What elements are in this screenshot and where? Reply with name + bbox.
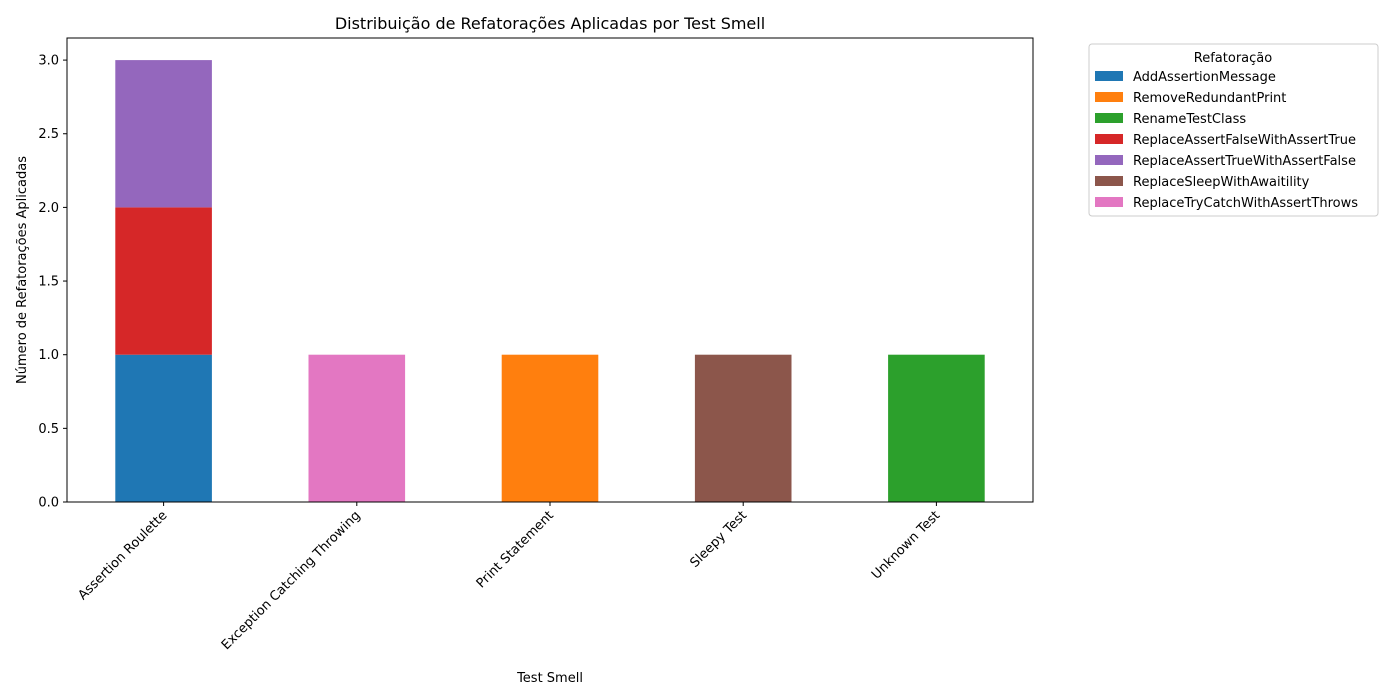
x-axis: Assertion Roulette Exception Catching Thr… [75,502,943,653]
y-tick-label: 3.0 [38,54,59,69]
x-tick-label: Unknown Test [869,508,943,582]
bar-print-statement-removeredundantprint[interactable] [502,355,599,502]
legend-swatch [1095,113,1123,123]
legend[interactable]: Refatoração AddAssertionMessage RemoveRed… [1089,44,1378,216]
bar-assertion-roulette-replaceasserttruewithassertfalse[interactable] [115,60,212,207]
legend-item-replaceasserttruewithassertfalse[interactable]: ReplaceAssertTrueWithAssertFalse [1095,154,1356,169]
bar-sleepy-test-replacesleepwithawaitility[interactable] [695,355,792,502]
x-tick-label: Exception Catching Throwing [219,508,364,653]
x-axis-label: Test Smell [516,671,583,686]
y-axis-label: Número de Refatorações Aplicadas [15,156,30,384]
legend-label: ReplaceAssertTrueWithAssertFalse [1133,154,1356,169]
legend-swatch [1095,71,1123,81]
legend-item-replaceassertfalsewithasserttrue[interactable]: ReplaceAssertFalseWithAssertTrue [1095,133,1356,148]
y-axis: 0.0 0.5 1.0 1.5 2.0 2.5 3.0 [38,54,67,511]
legend-swatch [1095,92,1123,102]
x-tick-label: Assertion Roulette [75,508,170,603]
chart-title: Distribuição de Refatorações Aplicadas p… [335,14,765,33]
y-tick-label: 1.5 [38,275,59,290]
bar-unknown-test-renametestclass[interactable] [888,355,985,502]
bars-group [115,60,984,502]
legend-title: Refatoração [1194,51,1272,66]
bar-assertion-roulette-addassertionmessage[interactable] [115,355,212,502]
legend-swatch [1095,197,1123,207]
legend-label: AddAssertionMessage [1133,70,1276,85]
y-tick-label: 2.0 [38,201,59,216]
y-tick-label: 2.5 [38,127,59,142]
legend-label: RenameTestClass [1133,112,1246,127]
x-tick-label: Sleepy Test [687,508,750,571]
y-tick-label: 1.0 [38,348,59,363]
legend-label: ReplaceTryCatchWithAssertThrows [1133,196,1358,211]
y-tick-label: 0.0 [38,496,59,511]
bar-exception-catching-throwing-replacetrycatchwithassertthrows[interactable] [309,355,406,502]
legend-label: ReplaceAssertFalseWithAssertTrue [1133,133,1356,148]
legend-label: RemoveRedundantPrint [1133,91,1286,106]
legend-item-replacetrycatchwithassertthrows[interactable]: ReplaceTryCatchWithAssertThrows [1095,196,1358,211]
y-tick-label: 0.5 [38,422,59,437]
bar-assertion-roulette-replaceassertfalsewithasserttrue[interactable] [115,207,212,354]
legend-swatch [1095,176,1123,186]
x-tick-label: Print Statement [474,508,557,591]
legend-swatch [1095,134,1123,144]
legend-swatch [1095,155,1123,165]
legend-label: ReplaceSleepWithAwaitility [1133,175,1310,190]
